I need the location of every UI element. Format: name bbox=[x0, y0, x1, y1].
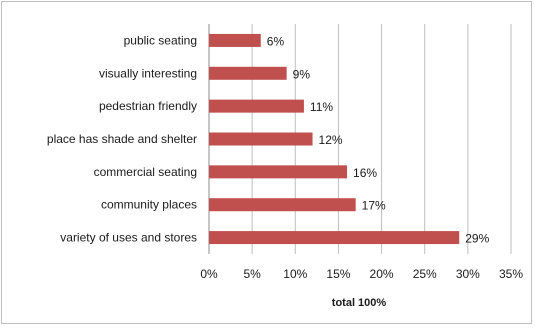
value-label: 17% bbox=[362, 199, 386, 213]
value-label: 16% bbox=[353, 166, 377, 180]
x-tick-label: 25% bbox=[413, 267, 437, 281]
category-label: pedestrian friendly bbox=[99, 99, 197, 113]
x-tick-label: 0% bbox=[200, 267, 218, 281]
x-tick-label: 20% bbox=[370, 267, 394, 281]
bar bbox=[209, 231, 460, 245]
x-tick-label: 15% bbox=[326, 267, 350, 281]
category-label: public seating bbox=[124, 33, 197, 47]
x-axis-title: total 100% bbox=[332, 297, 387, 309]
category-label: variety of uses and stores bbox=[60, 231, 197, 245]
category-label: place has shade and shelter bbox=[47, 132, 197, 146]
bar bbox=[209, 165, 348, 179]
category-label: commercial seating bbox=[94, 165, 197, 179]
x-tick-label: 5% bbox=[243, 267, 261, 281]
value-labels: 6% 9% 11% 12% 16% 17% 29% bbox=[267, 34, 490, 245]
value-label: 11% bbox=[310, 100, 333, 114]
bar bbox=[209, 198, 356, 212]
bars bbox=[209, 33, 460, 245]
bar bbox=[209, 132, 313, 146]
value-label: 29% bbox=[465, 232, 489, 246]
value-label: 9% bbox=[293, 67, 311, 81]
category-labels: public seating visually interesting pedest… bbox=[47, 33, 197, 244]
category-label: community places bbox=[101, 198, 197, 212]
x-tick-label: 10% bbox=[283, 267, 307, 281]
x-tick-labels: 0% 5% 10% 15% 20% 25% 30% 35% bbox=[200, 267, 523, 281]
bar bbox=[209, 99, 304, 113]
x-tick-label: 35% bbox=[499, 267, 523, 281]
category-label: visually interesting bbox=[99, 66, 197, 80]
value-label: 12% bbox=[319, 133, 343, 147]
value-label: 6% bbox=[267, 34, 285, 48]
bar-chart: public seating visually interesting pedest… bbox=[47, 24, 523, 309]
chart-frame: public seating visually interesting pedest… bbox=[1, 1, 532, 324]
bar bbox=[209, 66, 287, 80]
x-tick-label: 30% bbox=[456, 267, 480, 281]
bar bbox=[209, 33, 261, 47]
